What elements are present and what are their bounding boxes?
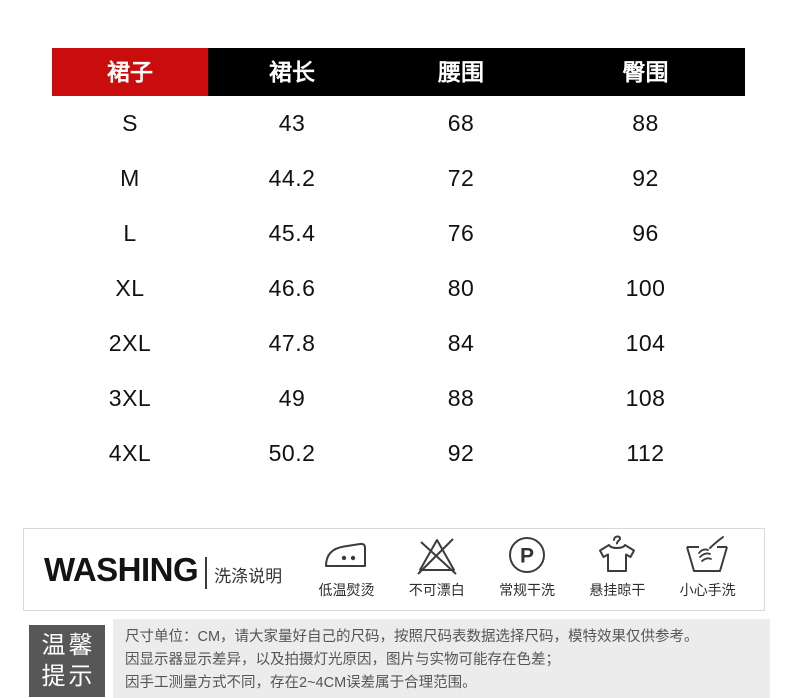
- hip-cell: 104: [625, 330, 666, 356]
- care-label: 常规干洗: [499, 582, 556, 598]
- table-row: M 44.2 72 92: [52, 151, 745, 206]
- washing-title: WASHING 洗涤说明: [24, 551, 282, 589]
- warm-tips-text: 尺寸单位：CM，请大家量好自己的尺码，按照尺码表数据选择尺码，模特效果仅供参考。…: [113, 619, 770, 698]
- badge-line: 温馨: [41, 631, 96, 659]
- header-cell-waist: 腰围: [438, 59, 484, 85]
- length-cell: 46.6: [268, 275, 316, 301]
- size-cell: L: [123, 220, 137, 246]
- waist-cell: 68: [447, 110, 475, 136]
- hip-cell: 108: [625, 385, 666, 411]
- table-row: XL 46.6 80 100: [52, 261, 745, 316]
- length-cell: 49: [278, 385, 306, 411]
- hip-cell: 100: [625, 275, 666, 301]
- size-cell: S: [122, 110, 138, 136]
- hip-cell: 88: [632, 110, 659, 136]
- table-header-row: 裙子 裙长 腰围 臀围: [52, 48, 745, 96]
- table-row: L 45.4 76 96: [52, 206, 745, 261]
- washing-instructions-box: WASHING 洗涤说明 低温熨烫 不可漂白: [23, 528, 765, 611]
- care-label: 小心手洗: [679, 582, 736, 598]
- care-label: 不可漂白: [408, 582, 465, 598]
- table-row: 4XL 50.2 92 112: [52, 426, 745, 481]
- iron-low-icon: [321, 533, 371, 577]
- length-cell: 44.2: [268, 165, 316, 191]
- length-cell: 45.4: [268, 220, 316, 246]
- care-item-dry-clean: P 常规干洗: [483, 533, 571, 600]
- header-cell-product: 裙子: [52, 48, 208, 96]
- header-cell-hip: 臀围: [622, 59, 669, 85]
- waist-cell: 80: [447, 275, 475, 301]
- badge-line: 提示: [41, 662, 96, 690]
- care-item-hang-dry: 悬挂晾干: [573, 533, 661, 600]
- title-divider: [205, 556, 208, 589]
- length-cell: 50.2: [268, 440, 316, 466]
- size-cell: 2XL: [108, 330, 152, 356]
- waist-cell: 84: [447, 330, 475, 356]
- waist-cell: 88: [447, 385, 475, 411]
- table-row: 3XL 49 88 108: [52, 371, 745, 426]
- hip-cell: 92: [632, 165, 659, 191]
- care-label: 悬挂晾干: [589, 582, 646, 598]
- dry-clean-symbol: P: [520, 545, 534, 568]
- table-body: S 43 68 88 M 44.2 72 92 L 45.4 76 96 XL …: [52, 96, 745, 481]
- tip-line: 尺寸单位：CM，请大家量好自己的尺码，按照尺码表数据选择尺码，模特效果仅供参考。: [125, 629, 699, 645]
- size-cell: M: [120, 165, 140, 191]
- care-item-no-bleach: 不可漂白: [393, 533, 481, 600]
- warm-tips-section: 温馨 提示 尺寸单位：CM，请大家量好自己的尺码，按照尺码表数据选择尺码，模特效…: [29, 619, 770, 698]
- hip-cell: 96: [632, 220, 659, 246]
- no-bleach-icon: [412, 533, 462, 577]
- dry-clean-icon: P: [502, 533, 552, 577]
- waist-cell: 76: [447, 220, 475, 246]
- care-item-iron: 低温熨烫: [302, 533, 390, 600]
- washing-title-zh: 洗涤说明: [214, 567, 283, 586]
- care-item-hand-wash: 小心手洗: [664, 533, 752, 600]
- size-cell: 4XL: [108, 440, 152, 466]
- care-icons-row: 低温熨烫 不可漂白 P 常规干洗: [282, 533, 764, 606]
- hip-cell: 112: [626, 440, 665, 466]
- waist-cell: 72: [447, 165, 475, 191]
- table-row: S 43 68 88: [52, 96, 745, 151]
- warm-tips-badge: 温馨 提示: [29, 624, 105, 697]
- hang-dry-icon: [592, 533, 642, 577]
- washing-title-en: WASHING: [44, 550, 199, 588]
- care-label: 低温熨烫: [318, 582, 375, 598]
- length-cell: 47.8: [268, 330, 316, 356]
- hand-wash-icon: [683, 533, 733, 577]
- waist-cell: 92: [447, 440, 475, 466]
- table-row: 2XL 47.8 84 104: [52, 316, 745, 371]
- size-cell: 3XL: [108, 385, 152, 411]
- size-cell: XL: [115, 275, 145, 301]
- size-table: 裙子 裙长 腰围 臀围 S 43 68 88 M 44.2 72 92 L 45…: [52, 48, 745, 481]
- tip-line: 因手工测量方式不同，存在2~4CM误差属于合理范围。: [125, 675, 477, 691]
- tip-line: 因显示器显示差异，以及拍摄灯光原因，图片与实物可能存在色差；: [125, 652, 560, 668]
- length-cell: 43: [278, 110, 306, 136]
- header-cell-length: 裙长: [269, 59, 315, 85]
